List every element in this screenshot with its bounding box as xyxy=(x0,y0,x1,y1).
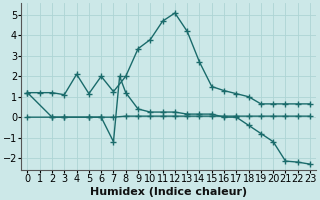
X-axis label: Humidex (Indice chaleur): Humidex (Indice chaleur) xyxy=(90,187,247,197)
